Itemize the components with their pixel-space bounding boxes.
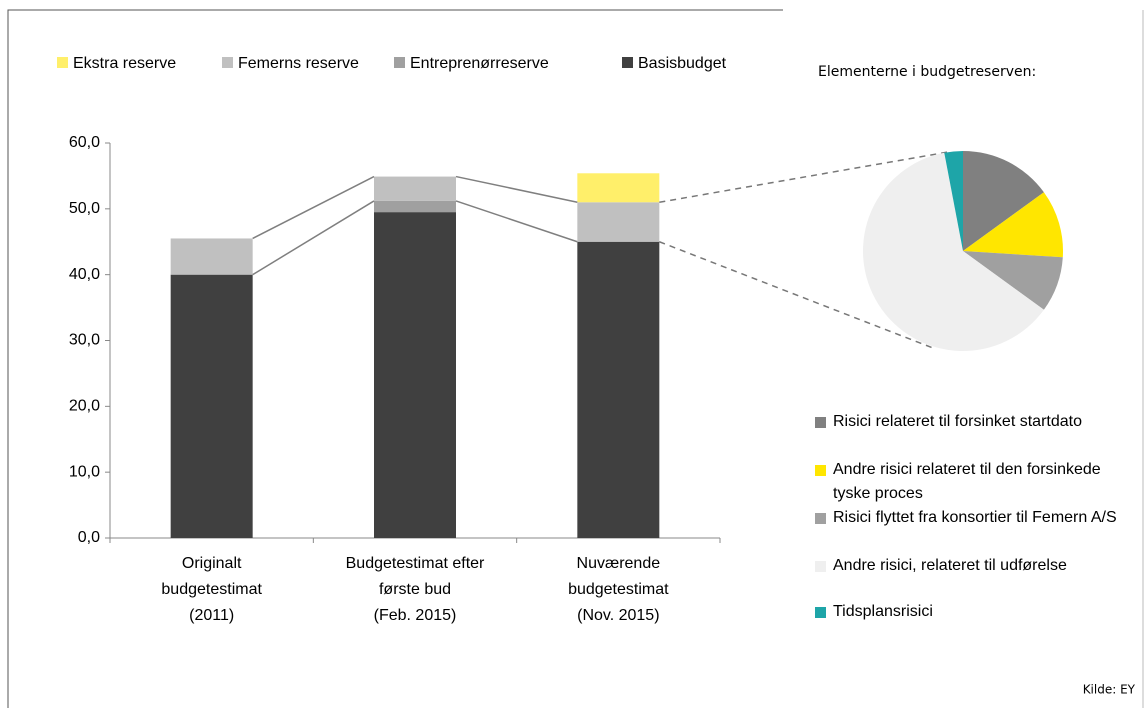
legend-swatch xyxy=(57,57,68,68)
y-tick-label: 20,0 xyxy=(69,398,100,415)
legend-label: Risici flyttet fra konsortier til Femern… xyxy=(833,509,1117,526)
y-tick-label: 40,0 xyxy=(69,266,100,283)
legend-item: Entreprenørreserve xyxy=(394,52,549,76)
legend-label: Ekstra reserve xyxy=(73,55,177,72)
connector xyxy=(455,200,578,243)
x-tick-label: Budgetestimat efter første bud (Feb. 2015) xyxy=(346,555,485,624)
x-tick-line: (Nov. 2015) xyxy=(577,607,659,624)
y-tick-label: 0,0 xyxy=(78,529,100,546)
y-tick-label: 50,0 xyxy=(69,200,100,217)
connector xyxy=(455,175,578,203)
x-tick-line: (2011) xyxy=(189,607,234,624)
legend-item: Basisbudget xyxy=(622,52,726,76)
bar-segment xyxy=(374,212,456,538)
x-tick-line: budgetestimat xyxy=(161,581,262,598)
dashed-connector xyxy=(659,241,934,349)
legend-label: Risici relateret til forsinket startdato xyxy=(833,413,1082,430)
bar-segment xyxy=(577,173,660,203)
bar-segment xyxy=(374,200,456,213)
legend-swatch xyxy=(222,57,233,68)
y-tick-label: 60,0 xyxy=(69,134,100,151)
legend-label: Entreprenørreserve xyxy=(410,55,549,72)
bar-segment xyxy=(577,202,660,242)
legend-swatch xyxy=(815,417,826,428)
bar-segment xyxy=(374,176,456,201)
legend-label: Andre risici, relateret til udførelse xyxy=(833,557,1067,574)
legend-swatch xyxy=(815,607,826,618)
pie-slice xyxy=(963,192,1063,258)
x-tick-line: (Feb. 2015) xyxy=(374,607,457,624)
pie-slice xyxy=(963,251,1063,310)
connector xyxy=(252,200,375,276)
legend-swatch xyxy=(622,57,633,68)
pie-legend-item: Tidsplansrisici xyxy=(815,600,1123,624)
frame xyxy=(7,9,783,708)
dashed-connector xyxy=(659,151,949,203)
legend-swatch xyxy=(394,57,405,68)
connector xyxy=(252,175,375,240)
x-tick-label: Originalt budgetestimat (2011) xyxy=(161,555,262,624)
legend-label: Tidsplansrisici xyxy=(833,603,933,620)
x-tick-label: Nuværende budgetestimat (Nov. 2015) xyxy=(568,555,669,624)
legend-swatch xyxy=(815,465,826,476)
legend-label: Andre risici relateret til den forsinked… xyxy=(833,461,1101,502)
legend-item: Femerns reserve xyxy=(222,52,359,76)
bar-segment xyxy=(170,274,253,538)
pie-legend-item: Andre risici, relateret til udførelse xyxy=(815,554,1123,578)
legend-label: Basisbudget xyxy=(638,55,727,72)
legend-swatch xyxy=(815,513,826,524)
bar-segment xyxy=(577,241,660,538)
pie-slice xyxy=(963,151,1044,251)
y-tick-label: 10,0 xyxy=(69,463,100,480)
x-tick-line: Originalt xyxy=(182,555,242,572)
bar-segment xyxy=(170,238,253,275)
pie-slice xyxy=(863,152,1044,351)
pie-title: Elementerne i budgetreserven: xyxy=(818,64,1036,80)
x-tick-line: første bud xyxy=(379,581,451,598)
y-tick-label: 30,0 xyxy=(69,332,100,349)
source: Kilde: EY xyxy=(1083,683,1136,697)
x-tick-line: Budgetestimat efter xyxy=(346,555,485,572)
legend-item: Ekstra reserve xyxy=(57,52,176,76)
pie-legend-item: Andre risici relateret til den forsinked… xyxy=(815,458,1123,506)
x-tick-line: budgetestimat xyxy=(568,581,669,598)
legend-label: Femerns reserve xyxy=(238,55,359,72)
x-tick-line: Nuværende xyxy=(577,555,661,572)
pie-legend-item: Risici relateret til forsinket startdato xyxy=(815,410,1123,434)
legend-swatch xyxy=(815,561,826,572)
pie-legend-item: Risici flyttet fra konsortier til Femern… xyxy=(815,506,1123,530)
pie-slice xyxy=(944,151,963,251)
